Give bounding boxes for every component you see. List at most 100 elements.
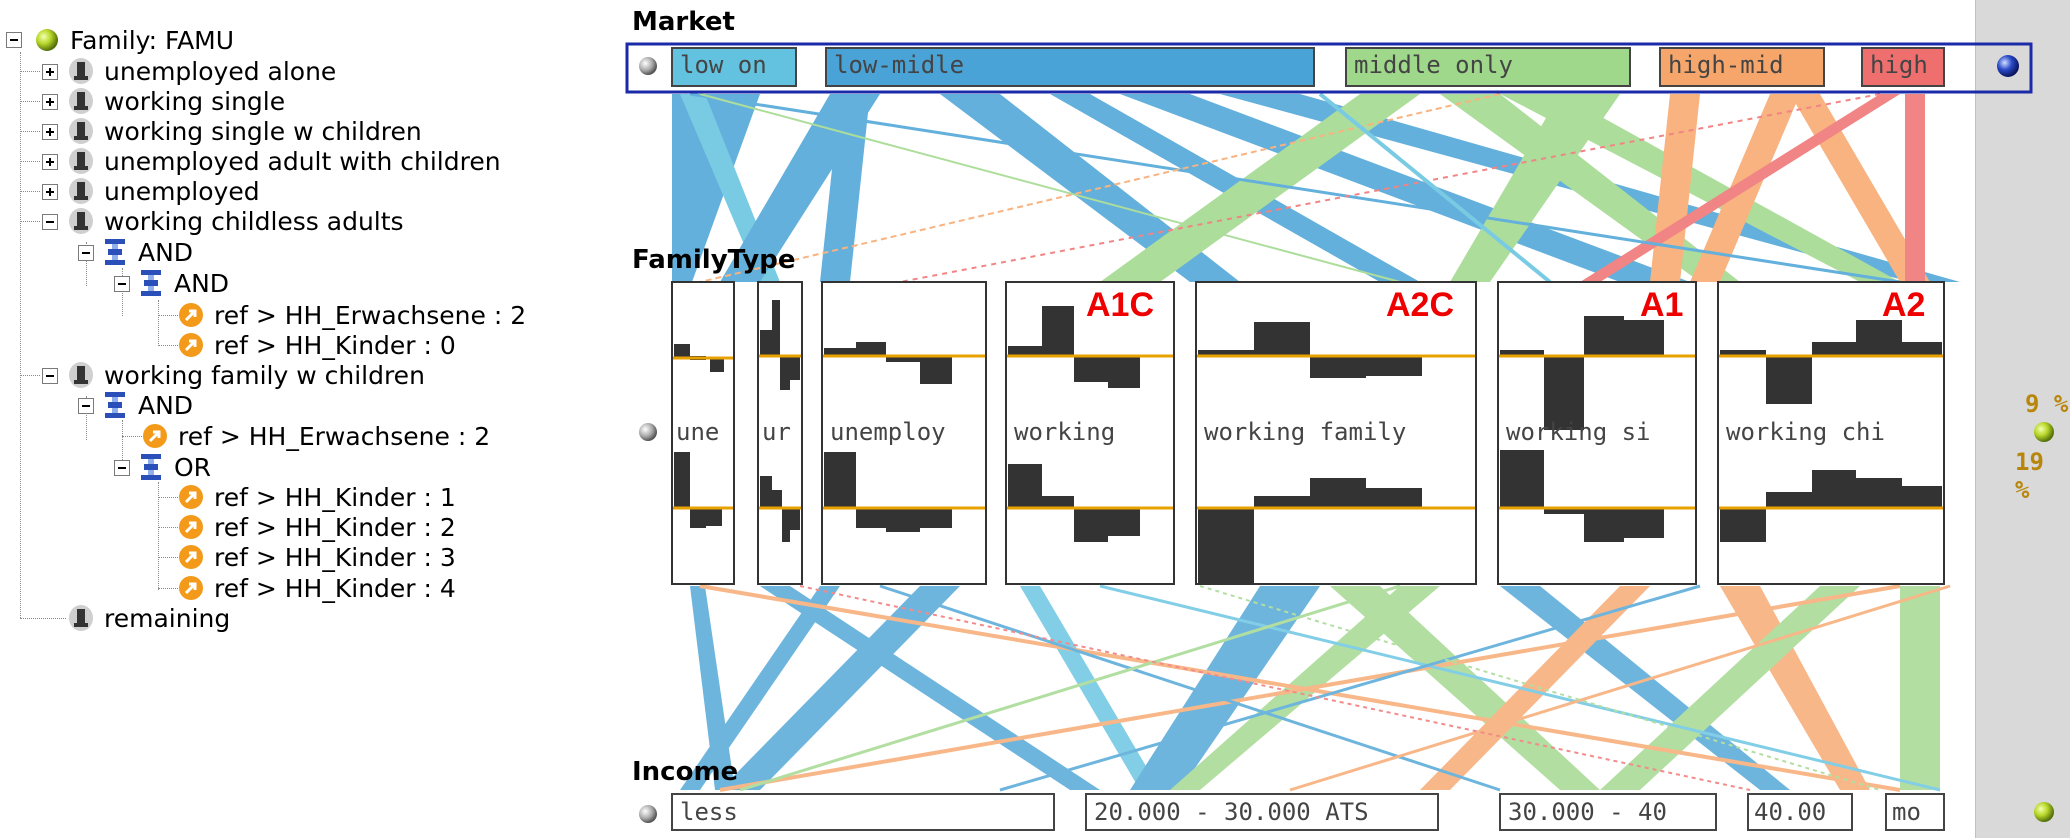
- income-category-more[interactable]: mo: [1885, 793, 1945, 831]
- ribbon[interactable]: [1199, 585, 1881, 791]
- familytype-handle[interactable]: [639, 423, 657, 441]
- ribbon[interactable]: [999, 584, 1701, 792]
- ribbon[interactable]: [720, 94, 880, 282]
- familytype-panel[interactable]: ur: [757, 281, 803, 585]
- ribbon[interactable]: [699, 93, 1501, 283]
- collapse-toggle[interactable]: [6, 32, 22, 48]
- tree-node-unemployed-adult-with-children[interactable]: unemployed adult with children: [68, 142, 501, 180]
- ribbon[interactable]: [1905, 94, 1925, 282]
- ribbon[interactable]: [1580, 94, 1900, 282]
- market-familytype-ribbons[interactable]: [672, 92, 1960, 284]
- ribbon[interactable]: [760, 586, 1100, 790]
- tree-node-working-family-w-children[interactable]: working family w children: [68, 356, 425, 394]
- expand-toggle[interactable]: [42, 64, 58, 80]
- income-category-20000-30000[interactable]: 20.000 - 30.000 ATS: [1085, 793, 1439, 831]
- ribbon[interactable]: [1420, 586, 1650, 790]
- ribbon[interactable]: [1289, 584, 1951, 792]
- tree-node-and[interactable]: AND: [102, 233, 193, 271]
- ribbon[interactable]: [672, 94, 760, 282]
- ribbon[interactable]: [1318, 92, 1552, 284]
- tree-node-and[interactable]: AND: [102, 386, 193, 424]
- collapse-toggle[interactable]: [114, 276, 130, 292]
- ribbon[interactable]: [820, 94, 870, 282]
- tree-node-working-single[interactable]: working single: [68, 82, 285, 120]
- ribbon[interactable]: [690, 586, 735, 790]
- ribbon[interactable]: [719, 584, 1901, 792]
- ribbon[interactable]: [799, 585, 1751, 791]
- market-category-low-midle[interactable]: low-midle: [825, 47, 1315, 87]
- market-category-middle-only[interactable]: middle only: [1345, 47, 1631, 87]
- tree-node-ref[interactable]: ref > HH_Kinder : 0: [178, 326, 456, 364]
- tree-node-and[interactable]: AND: [138, 264, 229, 302]
- ribbon[interactable]: [680, 94, 780, 282]
- tree-node-unemployed-alone[interactable]: unemployed alone: [68, 52, 336, 90]
- income-handle[interactable]: [639, 805, 657, 823]
- tree-node-ref[interactable]: ref > HH_Erwachsene : 2: [142, 417, 490, 455]
- tree-node-ref[interactable]: ref > HH_Kinder : 4: [178, 569, 456, 607]
- tree-node-ref[interactable]: ref > HH_Kinder : 1: [178, 478, 456, 516]
- tree-node-unemployed[interactable]: unemployed: [68, 172, 260, 210]
- familytype-panel-a2c[interactable]: working family A2C: [1195, 281, 1477, 585]
- market-category-high[interactable]: high: [1861, 47, 1945, 87]
- familytype-panel-a1[interactable]: working si A1: [1497, 281, 1697, 585]
- income-category-less[interactable]: less: [671, 793, 1055, 831]
- ribbon[interactable]: [739, 584, 1401, 792]
- ribbon[interactable]: [699, 93, 1401, 283]
- ribbon[interactable]: [1220, 94, 1960, 282]
- expand-toggle[interactable]: [42, 124, 58, 140]
- familytype-panel[interactable]: unemploy: [821, 281, 987, 585]
- tree-node-ref[interactable]: ref > HH_Erwachsene : 2: [178, 296, 526, 334]
- familytype-panel-a2[interactable]: working chi A2: [1717, 281, 1945, 585]
- side-scale-bar[interactable]: [1975, 0, 2070, 838]
- ribbon[interactable]: [1330, 586, 1600, 790]
- ribbon[interactable]: [1720, 586, 1870, 790]
- tree-view[interactable]: Family: FAMU unemployed alone working si…: [0, 0, 620, 838]
- collapse-toggle[interactable]: [42, 368, 58, 384]
- ribbon[interactable]: [1500, 94, 1900, 282]
- collapse-toggle[interactable]: [78, 398, 94, 414]
- tree-node-ref[interactable]: ref > HH_Kinder : 3: [178, 538, 456, 576]
- ribbon[interactable]: [1020, 586, 1160, 790]
- market-category-low-on[interactable]: low on: [671, 47, 797, 87]
- ribbon[interactable]: [680, 586, 840, 790]
- ribbon[interactable]: [1440, 94, 1740, 282]
- expand-toggle[interactable]: [42, 154, 58, 170]
- ribbon[interactable]: [1690, 94, 1800, 282]
- expand-toggle[interactable]: [42, 94, 58, 110]
- income-category-40000[interactable]: 40.00: [1747, 793, 1853, 831]
- familytype-panel[interactable]: une: [671, 281, 735, 585]
- ribbon[interactable]: [1170, 586, 1440, 790]
- ribbon[interactable]: [1500, 586, 1790, 790]
- tree-node-or[interactable]: OR: [138, 448, 211, 486]
- ribbon[interactable]: [1130, 586, 1320, 790]
- familytype-panel-a1c[interactable]: working A1C: [1005, 281, 1175, 585]
- ribbon[interactable]: [1100, 94, 1420, 282]
- ribbon[interactable]: [940, 94, 1240, 282]
- ribbon[interactable]: [1650, 94, 1700, 282]
- ribbon[interactable]: [1050, 94, 1420, 282]
- collapse-toggle[interactable]: [114, 460, 130, 476]
- market-selection-frame[interactable]: [625, 42, 2033, 94]
- ribbon[interactable]: [1120, 94, 1690, 282]
- ribbon[interactable]: [899, 93, 1881, 283]
- ribbon[interactable]: [689, 92, 1901, 284]
- collapse-toggle[interactable]: [78, 245, 94, 261]
- market-category-high-mid[interactable]: high-mid: [1659, 47, 1825, 87]
- tree-node-working-childless-adults[interactable]: working childless adults: [68, 202, 404, 240]
- expand-toggle[interactable]: [42, 184, 58, 200]
- ribbon[interactable]: [1450, 94, 1620, 282]
- tree-node-remaining[interactable]: remaining: [68, 599, 230, 637]
- ribbon[interactable]: [1099, 584, 1941, 792]
- ribbon[interactable]: [720, 586, 960, 790]
- tree-node-working-single-w-children[interactable]: working single w children: [68, 112, 422, 150]
- collapse-toggle[interactable]: [42, 214, 58, 230]
- ribbon[interactable]: [1900, 586, 1940, 790]
- income-category-30000-40000[interactable]: 30.000 - 40: [1499, 793, 1717, 831]
- market-handle-left[interactable]: [639, 57, 657, 75]
- ribbon[interactable]: [879, 584, 1501, 792]
- ribbon[interactable]: [1790, 94, 1930, 282]
- familytype-income-ribbons[interactable]: [680, 584, 1951, 792]
- ribbon[interactable]: [1600, 586, 1860, 790]
- tree-node-ref[interactable]: ref > HH_Kinder : 2: [178, 508, 456, 546]
- ribbon[interactable]: [699, 584, 1901, 792]
